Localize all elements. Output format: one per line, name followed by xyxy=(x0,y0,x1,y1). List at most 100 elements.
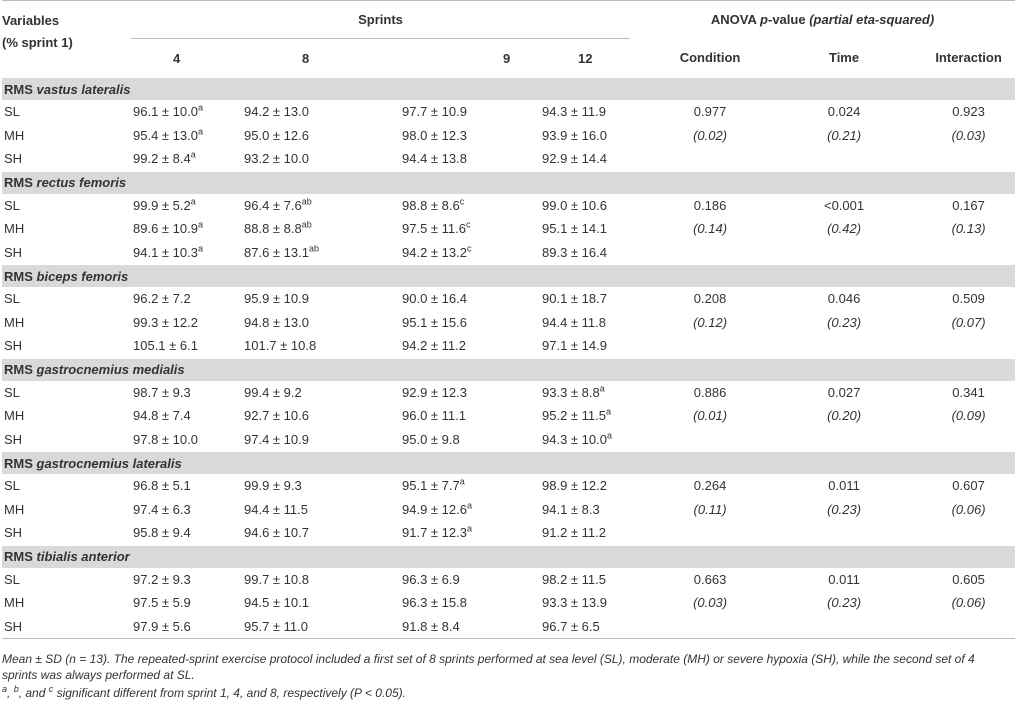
anova-cell xyxy=(898,615,1015,639)
anova-cell: (0.06) xyxy=(951,501,986,517)
header-text: p xyxy=(760,12,768,28)
row-label: SL xyxy=(4,384,20,400)
cell: 99.2 ± 8.4a xyxy=(131,147,242,171)
cell: 94.4 ± 11.8 xyxy=(542,314,606,330)
cell: 92.9 ± 12.3 xyxy=(402,384,467,400)
cell: 96.3 ± 15.8 xyxy=(402,595,467,611)
cell: 95.7 ± 11.0 xyxy=(244,618,308,634)
table: Variables (% sprint 1) Sprints ANOVA p-va… xyxy=(2,0,1016,639)
anova-cell: 0.186 xyxy=(693,197,727,213)
cell-value: 99.9 ± 5.2 xyxy=(133,197,191,213)
section-row: RMS rectus femoris xyxy=(2,170,1016,194)
header-text: (% sprint 1) xyxy=(2,35,73,50)
section-muscle: rectus femoris xyxy=(36,175,127,190)
anova-cell: (0.09) xyxy=(951,408,986,424)
data-row: SL 96.8 ± 5.1 99.9 ± 9.3 95.1 ± 7.7a 98.9 ± … xyxy=(2,474,1015,498)
cell: 90.0 ± 16.4 xyxy=(402,291,467,307)
footnote-sup: b xyxy=(13,684,19,694)
row-label: SH xyxy=(4,244,23,260)
row-label: MH xyxy=(4,127,25,143)
cell: 94.2 ± 11.2 xyxy=(402,338,466,354)
header-text: ANOVA xyxy=(710,12,757,28)
section-title: RMS tibialis anterior xyxy=(2,544,1016,568)
anova-cell: <0.001 xyxy=(823,197,865,213)
cell: 92.7 ± 10.6 xyxy=(244,408,309,424)
row-label: MH xyxy=(4,221,25,237)
cell: 89.6 ± 10.9a xyxy=(131,217,242,241)
anova-cell xyxy=(898,334,1015,358)
anova-cell: (0.06) xyxy=(951,595,986,611)
cell: 94.5 ± 10.1 xyxy=(244,595,309,611)
cell-value: 96.4 ± 7.6 xyxy=(244,197,302,213)
section-prefix: RMS xyxy=(4,175,33,190)
data-row: SL 96.1 ± 10.0a 94.2 ± 13.0 97.7 ± 10.9 94.3… xyxy=(2,100,1015,124)
cell: 99.4 ± 9.2 xyxy=(244,384,302,400)
cell-value: 87.6 ± 13.1 xyxy=(244,244,309,260)
cell-value: 94.1 ± 10.3 xyxy=(133,244,198,260)
anova-cell xyxy=(898,521,1015,545)
cell: 96.3 ± 6.9 xyxy=(402,571,460,587)
anova-cell xyxy=(790,428,898,452)
cell-sup: a xyxy=(466,500,472,511)
anova-cell: (0.07) xyxy=(951,314,986,330)
anova-cell: (0.02) xyxy=(693,127,728,143)
cell: 95.4 ± 13.0a xyxy=(131,124,242,148)
cell-value: 91.7 ± 12.3 xyxy=(402,525,467,541)
anova-cell: (0.42) xyxy=(827,221,862,237)
data-row: MH 95.4 ± 13.0a 95.0 ± 12.6 98.0 ± 12.3 93.9… xyxy=(2,124,1015,148)
cell: 93.2 ± 10.0 xyxy=(244,151,309,167)
anova-cell xyxy=(790,521,898,545)
anova-cell xyxy=(898,428,1015,452)
footnote-text: significant different from sprint 1, 4, … xyxy=(53,686,406,700)
anova-cell xyxy=(790,334,898,358)
cell-value: 94.3 ± 10.0 xyxy=(542,431,607,447)
variables-header: Variables (% sprint 1) xyxy=(2,1,131,78)
anova-cell: 0.605 xyxy=(952,571,985,587)
footnote-sup: c xyxy=(48,684,54,694)
anova-col-header: Time xyxy=(828,50,860,66)
cell-sup: c xyxy=(459,196,465,207)
cell: 94.8 ± 13.0 xyxy=(244,314,309,330)
anova-cell: 0.663 xyxy=(693,571,727,587)
cell-value: 94.9 ± 12.6 xyxy=(402,501,467,517)
cell-sup: ab xyxy=(308,243,319,254)
cell: 97.4 ± 10.9 xyxy=(244,431,309,447)
cell-sup: a xyxy=(197,219,203,230)
section-title: RMS gastrocnemius medialis xyxy=(2,357,1016,381)
anova-header: ANOVA p-value (partial eta-squared) xyxy=(630,1,1015,39)
anova-cell: 0.011 xyxy=(828,478,860,494)
cell: 98.0 ± 12.3 xyxy=(402,127,467,143)
anova-col-header: Interaction xyxy=(935,50,1002,66)
cell: 88.8 ± 8.8ab xyxy=(242,217,400,241)
cell: 94.1 ± 10.3a xyxy=(131,241,242,265)
section-muscle: vastus lateralis xyxy=(36,81,131,97)
cell: 96.0 ± 11.1 xyxy=(402,408,466,424)
section-title: RMS gastrocnemius lateralis xyxy=(2,451,1016,474)
sprint-header: 8 xyxy=(302,50,310,66)
cell: 96.7 ± 6.5 xyxy=(542,618,600,634)
cell: 93.3 ± 13.9 xyxy=(542,595,607,611)
anova-cell: 0.607 xyxy=(952,478,985,494)
anova-cell xyxy=(630,521,790,545)
cell: 87.6 ± 13.1ab xyxy=(242,241,400,265)
data-row: SL 99.9 ± 5.2a 96.4 ± 7.6ab 98.8 ± 8.6c 99.0… xyxy=(2,194,1015,218)
cell: 95.9 ± 10.9 xyxy=(244,291,309,307)
cell: 97.5 ± 5.9 xyxy=(133,595,191,611)
cell: 94.9 ± 12.6a xyxy=(400,498,540,522)
cell: 94.3 ± 11.9 xyxy=(542,104,606,120)
anova-cell: (0.11) xyxy=(693,501,727,517)
cell: 99.7 ± 10.8 xyxy=(244,571,309,587)
data-row: SL 98.7 ± 9.3 99.4 ± 9.2 92.9 ± 12.3 93.3 ± … xyxy=(2,381,1015,405)
cell-sup: a xyxy=(190,196,196,207)
anova-cell: 0.509 xyxy=(952,291,985,307)
cell: 97.2 ± 9.3 xyxy=(133,571,191,587)
section-prefix: RMS xyxy=(4,362,33,377)
section-muscle: gastrocnemius medialis xyxy=(36,362,185,377)
cell: 94.3 ± 10.0a xyxy=(540,428,630,452)
cell-value: 98.8 ± 8.6 xyxy=(402,197,460,213)
cell: 93.9 ± 16.0 xyxy=(542,127,607,143)
data-row: MH 94.8 ± 7.4 92.7 ± 10.6 96.0 ± 11.1 95.2 ±… xyxy=(2,404,1015,428)
cell: 96.2 ± 7.2 xyxy=(133,291,191,307)
cell: 98.7 ± 9.3 xyxy=(133,384,191,400)
